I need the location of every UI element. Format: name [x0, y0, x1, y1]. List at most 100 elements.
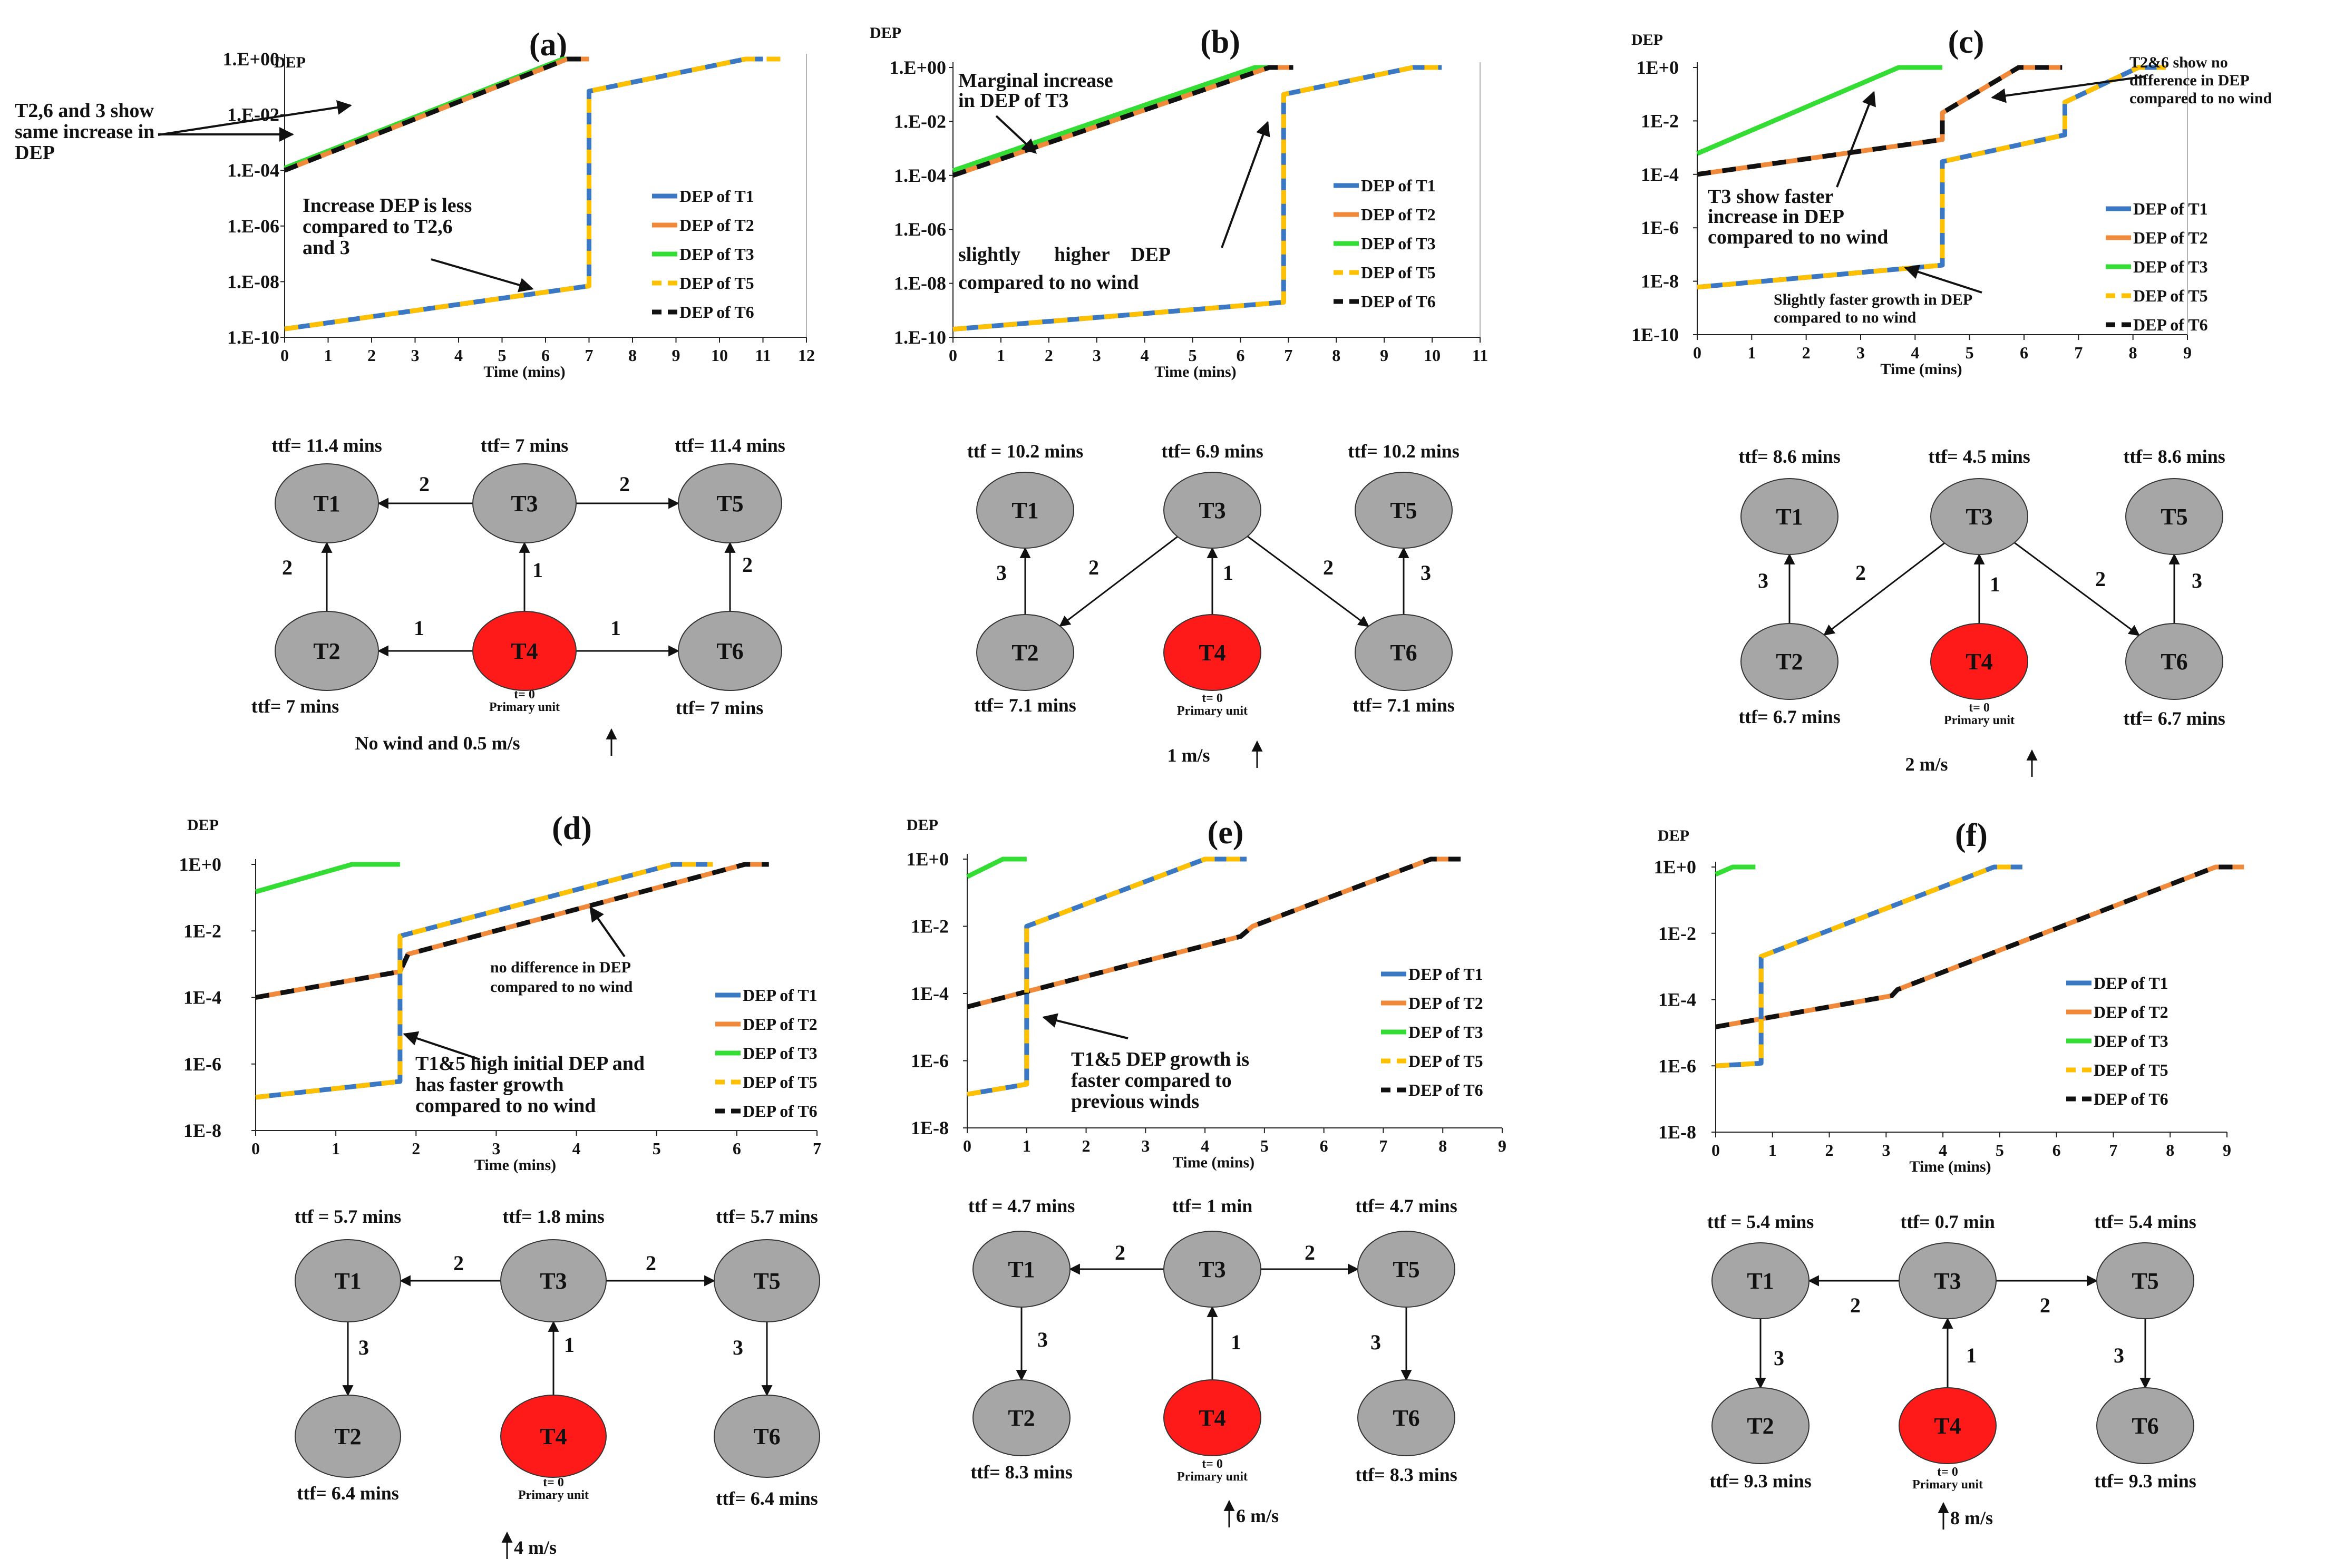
y-tick-label: 1E-6: [1658, 1055, 1696, 1076]
x-axis-title: Time (mins): [483, 363, 565, 381]
legend-entry: DEP of T5: [679, 274, 754, 293]
annotation-arrow: [589, 906, 626, 958]
edge-weight: 2: [1323, 556, 1334, 579]
edge-weight: 2: [619, 472, 630, 496]
y-tick-label: 1E+0: [1636, 57, 1679, 78]
x-tick-label: 1: [1747, 343, 1756, 362]
annotation-arrow: [431, 258, 534, 293]
node-label-t1: T1: [1776, 504, 1803, 530]
y-axis-label: DEP: [1658, 827, 1689, 844]
panel-title: (c): [1948, 24, 1984, 60]
panel-d: (d) DEP 1E+0 1E-2 1E-4 1E-6 1E-8 0 1 2 3 4 5 6 7 Time (…: [179, 811, 821, 1559]
panel-b: (b) DEP 1.E+00 1.E-02 1.E-04 1.E-06 1.E-08 1.E-…: [870, 24, 1488, 768]
graph: 2 2 1 3 3 T1 ttf= 8.6 mins T3 ttf= 4.5 mins T5 ttf…: [1738, 446, 2225, 777]
series-line-dep-of-t6: [1715, 864, 2244, 1029]
edge-weight: 1: [1966, 1343, 1977, 1367]
y-tick-label: 1.E+00: [889, 57, 946, 78]
node-label-t5: T5: [716, 491, 743, 517]
annotation: increase in DEP: [1708, 206, 1844, 228]
legend-entry: DEP of T2: [2133, 228, 2208, 247]
primary-time: t= 0: [1202, 1457, 1223, 1471]
y-tick-label: 1.E-04: [894, 165, 946, 186]
node-label-t1: T1: [334, 1268, 361, 1294]
edge-weight: 2: [1305, 1241, 1315, 1264]
graph: 2 2 1 3 3 T1 ttf = 5.4 mins T3 ttf= 0.7 min T5 ttf…: [1707, 1211, 2196, 1530]
ttf-label-t5: ttf= 5.7 mins: [716, 1206, 818, 1227]
x-tick-label: 10: [711, 346, 728, 365]
node-t1: [976, 472, 1074, 549]
x-tick-label: 9: [2223, 1141, 2231, 1160]
annotation-arrow: [1991, 75, 2146, 103]
series-line-dep-of-t3: [1696, 65, 1942, 156]
x-tick-label: 2: [1082, 1136, 1091, 1155]
series-line-dep-of-t6: [952, 65, 1293, 178]
annotation: previous winds: [1071, 1090, 1199, 1113]
node-t5: [1357, 1231, 1455, 1308]
y-tick-label: 1E-10: [1631, 324, 1679, 345]
primary-time: t= 0: [543, 1476, 564, 1489]
y-tick-label: 1.E-10: [894, 327, 946, 348]
node-label-t2: T2: [1011, 640, 1038, 666]
y-tick-label: 1E-8: [1641, 271, 1679, 292]
node-label-t1: T1: [313, 491, 340, 517]
node-t1: [275, 463, 379, 543]
x-tick-label: 6: [541, 346, 550, 365]
y-tick-label: 1E-8: [911, 1117, 949, 1138]
annotation: compared to no wind: [2129, 90, 2272, 107]
x-tick-label: 2: [1045, 346, 1053, 365]
y-axis-label: DEP: [274, 54, 306, 71]
node-t2: [295, 1395, 401, 1478]
legend-entry: DEP of T6: [2133, 315, 2208, 334]
y-tick-label: 1E+0: [906, 849, 949, 870]
panel-title: (b): [1200, 24, 1240, 60]
node-label-t3: T3: [540, 1268, 567, 1294]
x-tick-label: 1: [332, 1139, 340, 1158]
series-line-dep-of-t3: [966, 856, 1027, 879]
ttf-label-t6: ttf= 8.3 mins: [1355, 1464, 1457, 1485]
legend-entry: DEP of T5: [1361, 263, 1436, 282]
x-tick-label: 6: [2052, 1141, 2061, 1160]
annotation: compared to no wind: [490, 978, 633, 996]
x-tick-label: 5: [498, 346, 507, 365]
node-t5: [678, 463, 782, 543]
x-tick-label: 8: [1438, 1136, 1447, 1155]
ttf-label-t2: ttf= 7 mins: [251, 696, 339, 717]
ttf-label-t3: ttf= 1.8 mins: [502, 1206, 605, 1227]
annotation: slightly: [958, 244, 1020, 266]
wind-label: 2 m/s: [1905, 754, 1948, 775]
legend-entry: DEP of T6: [743, 1102, 818, 1121]
node-t6: [678, 611, 782, 691]
x-tick-label: 9: [1380, 346, 1388, 365]
panel-f: (f) DEP 1E+0 1E-2 1E-4 1E-6 1E-8 0 1 2 3 4 5 6 7 8 9 Time…: [1653, 817, 2244, 1530]
series-line-dep-of-t6: [1697, 65, 2063, 177]
annotation: T3 show faster: [1708, 186, 1834, 208]
edge-weight: 2: [1850, 1293, 1861, 1317]
node-label-t3: T3: [1199, 498, 1225, 523]
node-label-t1: T1: [1747, 1268, 1774, 1294]
ttf-label-t2: ttf= 9.3 mins: [1709, 1470, 1812, 1492]
node-t2: [1711, 1387, 1810, 1464]
x-tick-label: 2: [412, 1139, 420, 1158]
series-line-dep-of-t5: [952, 65, 1442, 332]
node-t4: [1163, 614, 1261, 691]
primary-time: t= 0: [1969, 701, 1990, 715]
x-axis-title: Time (mins): [1909, 1158, 1991, 1175]
series-line-dep-of-t5: [284, 56, 781, 332]
annotation: T1&5 DEP growth is: [1071, 1048, 1249, 1070]
edge-weight: 2: [2040, 1293, 2050, 1317]
annotation: DEP: [15, 142, 55, 164]
y-tick-label: 1E+0: [1653, 856, 1696, 878]
series-line-dep-of-t5: [255, 862, 713, 1100]
node-label-t3: T3: [1199, 1257, 1225, 1282]
edge-weight: 1: [1990, 572, 2000, 596]
annotation: compared to no wind: [415, 1095, 596, 1117]
edge-weight: 3: [1421, 561, 1431, 585]
node-t3: [1899, 1242, 1997, 1319]
node-t2: [1740, 623, 1838, 700]
edge-weight: 2: [419, 472, 430, 496]
x-tick-label: 3: [411, 346, 420, 365]
x-tick-label: 9: [1498, 1136, 1506, 1155]
x-tick-label: 0: [280, 346, 289, 365]
edge-weight: 2: [282, 556, 293, 579]
series-line-dep-of-t6: [255, 862, 769, 1000]
